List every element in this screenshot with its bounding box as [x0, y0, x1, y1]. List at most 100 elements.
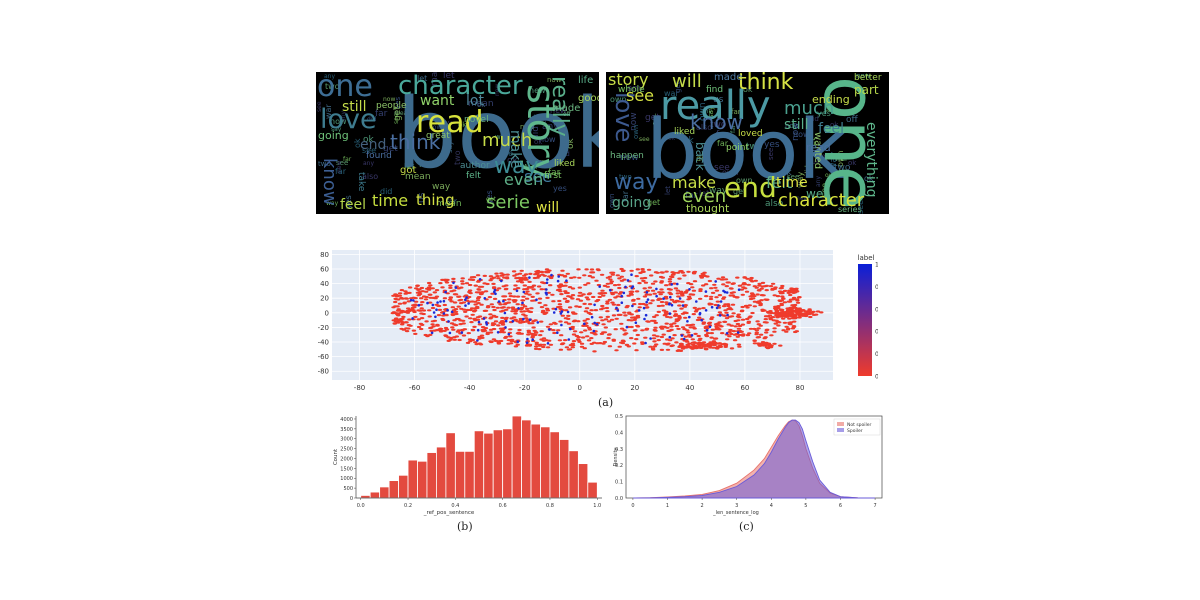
scatter-point-not-spoiler [520, 303, 525, 306]
scatter-point-spoiler [464, 304, 467, 307]
scatter-point-not-spoiler [559, 293, 564, 296]
scatter-point-spoiler [725, 332, 729, 335]
left-cloud-word: people [376, 101, 407, 111]
left-cloud-word: felt [466, 171, 481, 181]
scatter-point-not-spoiler [452, 323, 457, 326]
scatter-point-not-spoiler [705, 275, 710, 278]
scatter-point-not-spoiler [788, 312, 794, 315]
left-cloud-background-word: now [330, 117, 347, 126]
right-cloud-background-word: get [647, 198, 661, 207]
scatter-point-not-spoiler [637, 306, 642, 309]
right-cloud-word: story [608, 72, 649, 89]
right-cloud-word: happen [610, 151, 644, 161]
scatter-point-spoiler [680, 334, 684, 337]
scatter-point-not-spoiler [577, 291, 583, 294]
scatter-point-not-spoiler [740, 323, 746, 326]
scatter-point-not-spoiler [642, 276, 648, 280]
scatter-point-spoiler [528, 276, 531, 279]
scatter-point-not-spoiler [594, 279, 599, 282]
scatter-point-not-spoiler [610, 293, 615, 296]
scatter-point-not-spoiler [745, 334, 751, 337]
right-cloud-word: time [776, 175, 808, 191]
scatter-point-not-spoiler [731, 330, 737, 333]
scatter-point-not-spoiler [416, 325, 422, 329]
scatter-point-spoiler [670, 303, 674, 307]
scatter-point-not-spoiler [602, 284, 608, 287]
scatter-point-spoiler [710, 305, 714, 309]
right-cloud-background-word: mean [818, 152, 841, 161]
scatter-point-not-spoiler [691, 343, 696, 346]
scatter-point-not-spoiler [605, 310, 610, 313]
scatter-point-not-spoiler [619, 275, 624, 278]
scatter-point-spoiler [531, 338, 534, 341]
left-cloud-background-word: did [367, 116, 377, 123]
scatter-point-not-spoiler [537, 274, 542, 277]
scatter-point-spoiler [695, 300, 698, 303]
right-cloud-word: part [854, 83, 879, 97]
scatter-point-not-spoiler [748, 279, 754, 282]
scatter-point-not-spoiler [725, 281, 730, 284]
scatter-point-not-spoiler [634, 290, 640, 293]
scatter-point-not-spoiler [522, 278, 527, 281]
scatter-point-not-spoiler [767, 344, 772, 347]
scatter-point-not-spoiler [548, 323, 553, 326]
scatter-point-not-spoiler [677, 277, 682, 280]
scatter-point-spoiler [478, 278, 482, 281]
scatter-point-not-spoiler [523, 314, 528, 317]
left-cloud-background-word: new [550, 106, 567, 115]
scatter-point-not-spoiler [735, 276, 740, 279]
scatter-point-not-spoiler [527, 280, 532, 283]
scatter-point-spoiler [545, 288, 548, 291]
scatter-point-spoiler [620, 301, 624, 304]
density-x-tick-label: 4 [770, 503, 773, 509]
scatter-point-not-spoiler [475, 305, 480, 309]
scatter-point-not-spoiler [644, 327, 650, 330]
scatter-point-not-spoiler [608, 278, 613, 281]
scatter-point-not-spoiler [519, 310, 524, 313]
scatter-point-not-spoiler [752, 327, 757, 330]
scatter-point-spoiler [655, 287, 658, 291]
scatter-point-not-spoiler [672, 282, 677, 285]
histogram-bar [445, 432, 456, 499]
scatter-point-not-spoiler [550, 293, 555, 296]
scatter-point-not-spoiler [724, 317, 730, 320]
scatter-point-not-spoiler [579, 345, 585, 348]
scatter-point-not-spoiler [579, 331, 584, 334]
scatter-point-not-spoiler [697, 339, 702, 342]
scatter-point-not-spoiler [747, 332, 752, 335]
scatter-point-not-spoiler [434, 289, 440, 292]
scatter-point-not-spoiler [787, 289, 792, 292]
scatter-point-not-spoiler [629, 269, 634, 272]
right-cloud-background-word: see [714, 163, 730, 173]
left-cloud-background-word: see [499, 149, 514, 158]
scatter-point-spoiler [676, 282, 679, 286]
scatter-point-not-spoiler [704, 333, 709, 337]
scatter-point-not-spoiler [527, 293, 532, 296]
scatter-point-not-spoiler [615, 295, 621, 298]
scatter-point-not-spoiler [585, 335, 590, 338]
left-cloud-background-word: mean [405, 172, 431, 182]
scatter-point-not-spoiler [596, 269, 601, 272]
scatter-point-not-spoiler [693, 332, 698, 335]
scatter-point-not-spoiler [765, 310, 771, 314]
scatter-point-not-spoiler [691, 313, 696, 316]
scatter-point-not-spoiler [711, 346, 716, 349]
scatter-point-not-spoiler [730, 282, 735, 285]
right-cloud-word: back [693, 142, 707, 171]
scatter-point-not-spoiler [442, 297, 448, 300]
scatter-point-spoiler [546, 278, 549, 281]
scatter-point-not-spoiler [665, 315, 670, 318]
scatter-point-not-spoiler [559, 334, 564, 337]
left-cloud-background-word: war [522, 162, 539, 172]
scatter-point-not-spoiler [768, 285, 774, 288]
left-cloud-word: great [426, 131, 450, 141]
scatter-point-not-spoiler [664, 322, 669, 325]
right-cloud-background-word: war [835, 155, 848, 163]
scatter-point-spoiler [411, 317, 414, 320]
scatter-point-not-spoiler [716, 342, 721, 345]
scatter-point-not-spoiler [518, 317, 523, 321]
left-cloud-background-word: far [446, 197, 458, 206]
scatter-point-not-spoiler [586, 293, 592, 296]
left-cloud-word: going [318, 129, 349, 142]
right-cloud-background-word: did [696, 154, 709, 163]
